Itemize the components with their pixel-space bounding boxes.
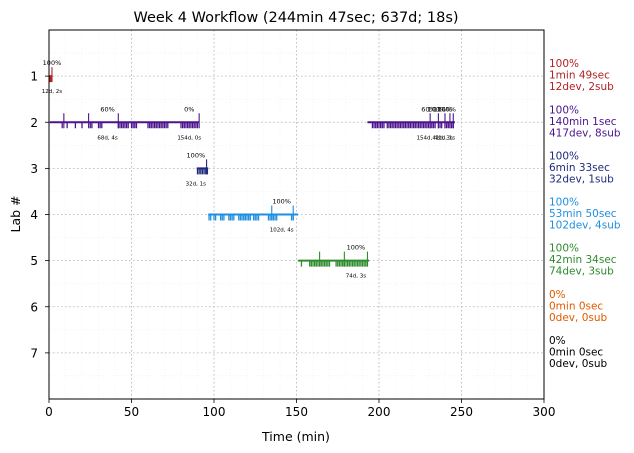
x-tick-label: 300 [533, 405, 556, 419]
chart-title: Week 4 Workflow (244min 47sec; 637d; 18s… [133, 10, 458, 26]
annotation-count: 32d, 1s [186, 181, 206, 187]
annotation-percent: 60% [421, 105, 435, 113]
annotation-count: 12d, 2s [42, 89, 62, 95]
annotation-percent: 100% [187, 151, 206, 159]
lab-summary-line: 102dev, 4sub [549, 220, 621, 232]
annotation-percent: 100% [437, 105, 456, 113]
annotation-count: 1d, 1s [438, 135, 455, 141]
x-tick-label: 250 [450, 405, 473, 419]
y-tick-label: 6 [30, 300, 38, 314]
x-tick-label: 50 [124, 405, 139, 419]
annotation-percent: 100% [272, 198, 291, 206]
annotation-count: 102d, 4s [270, 228, 294, 234]
lab-summary-line: 32dev, 1sub [549, 173, 614, 185]
annotation-percent: 100% [427, 105, 446, 113]
lab-summary-line: 0dev, 0sub [549, 358, 608, 370]
lab-summary-line: 1min 49sec [549, 70, 610, 82]
annotation-percent: 100% [433, 105, 452, 113]
x-tick-label: 0 [45, 405, 53, 419]
annotation-percent: 60% [100, 105, 114, 113]
lab-summary-line: 100% [549, 58, 579, 70]
annotation-count: 154d, 0s [177, 135, 201, 141]
lab-summary-line: 53min 50sec [549, 208, 617, 220]
annotation-count: 41d, 3s [432, 135, 452, 141]
lab-summary-line: 417dev, 8sub [549, 127, 621, 139]
x-tick-label: 100 [203, 405, 226, 419]
x-tick-label: 150 [285, 405, 308, 419]
lab-summary-line: 100% [549, 243, 579, 255]
lab-summary-line: 74dev, 3sub [549, 266, 614, 278]
axes: 0 50 100 150 200 250 300 1 2 3 4 5 6 7 [30, 70, 555, 419]
lab-summary-line: 0min 0sec [549, 300, 603, 312]
annotation-percent: 100% [43, 59, 62, 67]
lab-summary-line: 100% [549, 197, 579, 209]
y-tick-label: 4 [30, 208, 38, 222]
x-axis-label: Time (min) [261, 429, 330, 444]
y-tick-label: 7 [30, 346, 38, 360]
lab-summary-line: 0dev, 0sub [549, 312, 608, 324]
lab-summary-line: 6min 33sec [549, 162, 610, 174]
annotation-count: 154d, 4s [417, 135, 441, 141]
y-axis-label: Lab # [8, 195, 23, 232]
lab-summary-line: 12dev, 2sub [549, 81, 614, 93]
lab-summary-line: 0min 0sec [549, 346, 603, 358]
chart-marks: 100% 12d, 2s 60% 68d, 4s 0% 154d, 0s 60% 154d, … [42, 59, 456, 280]
y-tick-label: 1 [30, 70, 38, 84]
lab-summary-line: 0% [549, 335, 566, 347]
lab-summary-line: 100% [549, 150, 579, 162]
annotation-percent: 0% [184, 105, 194, 113]
annotation-count: 74d, 3s [346, 274, 366, 280]
annotation-percent: 100% [347, 244, 366, 252]
lab-summary-line: 140min 1sec [549, 116, 617, 128]
lab-summary-line: 0% [549, 289, 566, 301]
x-tick-label: 200 [368, 405, 391, 419]
y-tick-label: 5 [30, 254, 38, 268]
lab-summary-line: 100% [549, 104, 579, 116]
annotation-count: 68d, 4s [97, 135, 117, 141]
y-tick-label: 3 [30, 162, 38, 176]
y-tick-label: 2 [30, 116, 38, 130]
lab-summary-line: 42min 34sec [549, 254, 617, 266]
